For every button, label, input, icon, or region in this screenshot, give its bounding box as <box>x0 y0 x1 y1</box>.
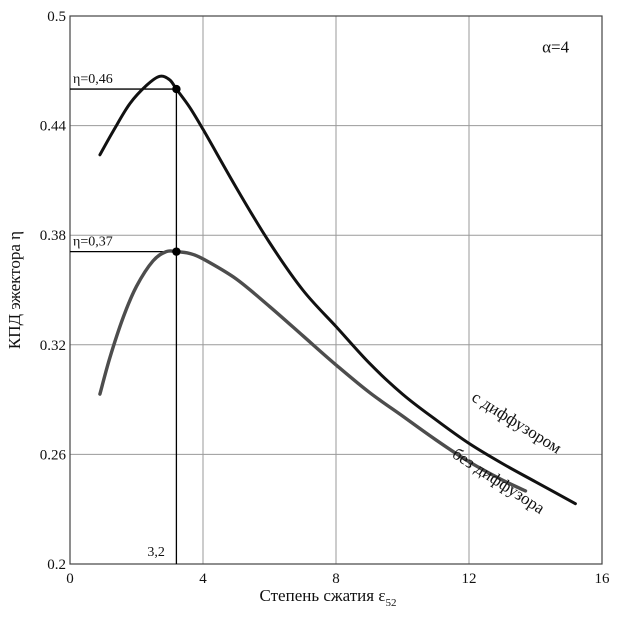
alpha-annotation: α=4 <box>542 38 569 57</box>
reference-lines <box>70 88 178 564</box>
plot-frame <box>69 15 603 565</box>
optimal-compression-label: 3,2 <box>147 545 165 560</box>
grid <box>70 16 602 564</box>
y-axis-title: КПД эжектора η <box>5 231 24 349</box>
x-tick-label: 0 <box>66 571 74 587</box>
eta-max-label-without-diffuser: η=0,37 <box>73 235 113 250</box>
y-tick-label: 0.2 <box>47 557 66 573</box>
eta-max-point <box>172 84 181 94</box>
x-axis-title-subscript: 52 <box>385 597 396 609</box>
y-tick-label: 0.26 <box>40 447 67 463</box>
series-line-without-diffuser <box>98 249 528 493</box>
x-tick-label: 12 <box>462 571 477 587</box>
x-tick-label: 16 <box>595 571 611 587</box>
x-tick-label: 4 <box>199 571 207 587</box>
y-tick-label: 0.32 <box>40 338 66 354</box>
series-group <box>98 74 577 506</box>
x-tick-label: 8 <box>332 571 340 587</box>
series-label-with-diffuser: с диффузором <box>468 387 565 457</box>
eta-max-label-with-diffuser: η=0,46 <box>73 72 113 87</box>
x-axis-title-text: Степень сжатия ε <box>260 586 386 605</box>
y-tick-label: 0.44 <box>40 119 67 135</box>
series-line-with-diffuser <box>98 74 577 506</box>
eta-max-point <box>172 247 181 256</box>
y-tick-label: 0.5 <box>47 9 66 25</box>
x-axis-title: Степень сжатия ε52 <box>260 586 397 609</box>
y-tick-label: 0.38 <box>40 228 66 244</box>
tick-labels: 0 4 8 12 16 0.2 0.26 0.32 0.38 0.44 0.5 <box>40 9 610 587</box>
marker-points <box>172 84 181 256</box>
